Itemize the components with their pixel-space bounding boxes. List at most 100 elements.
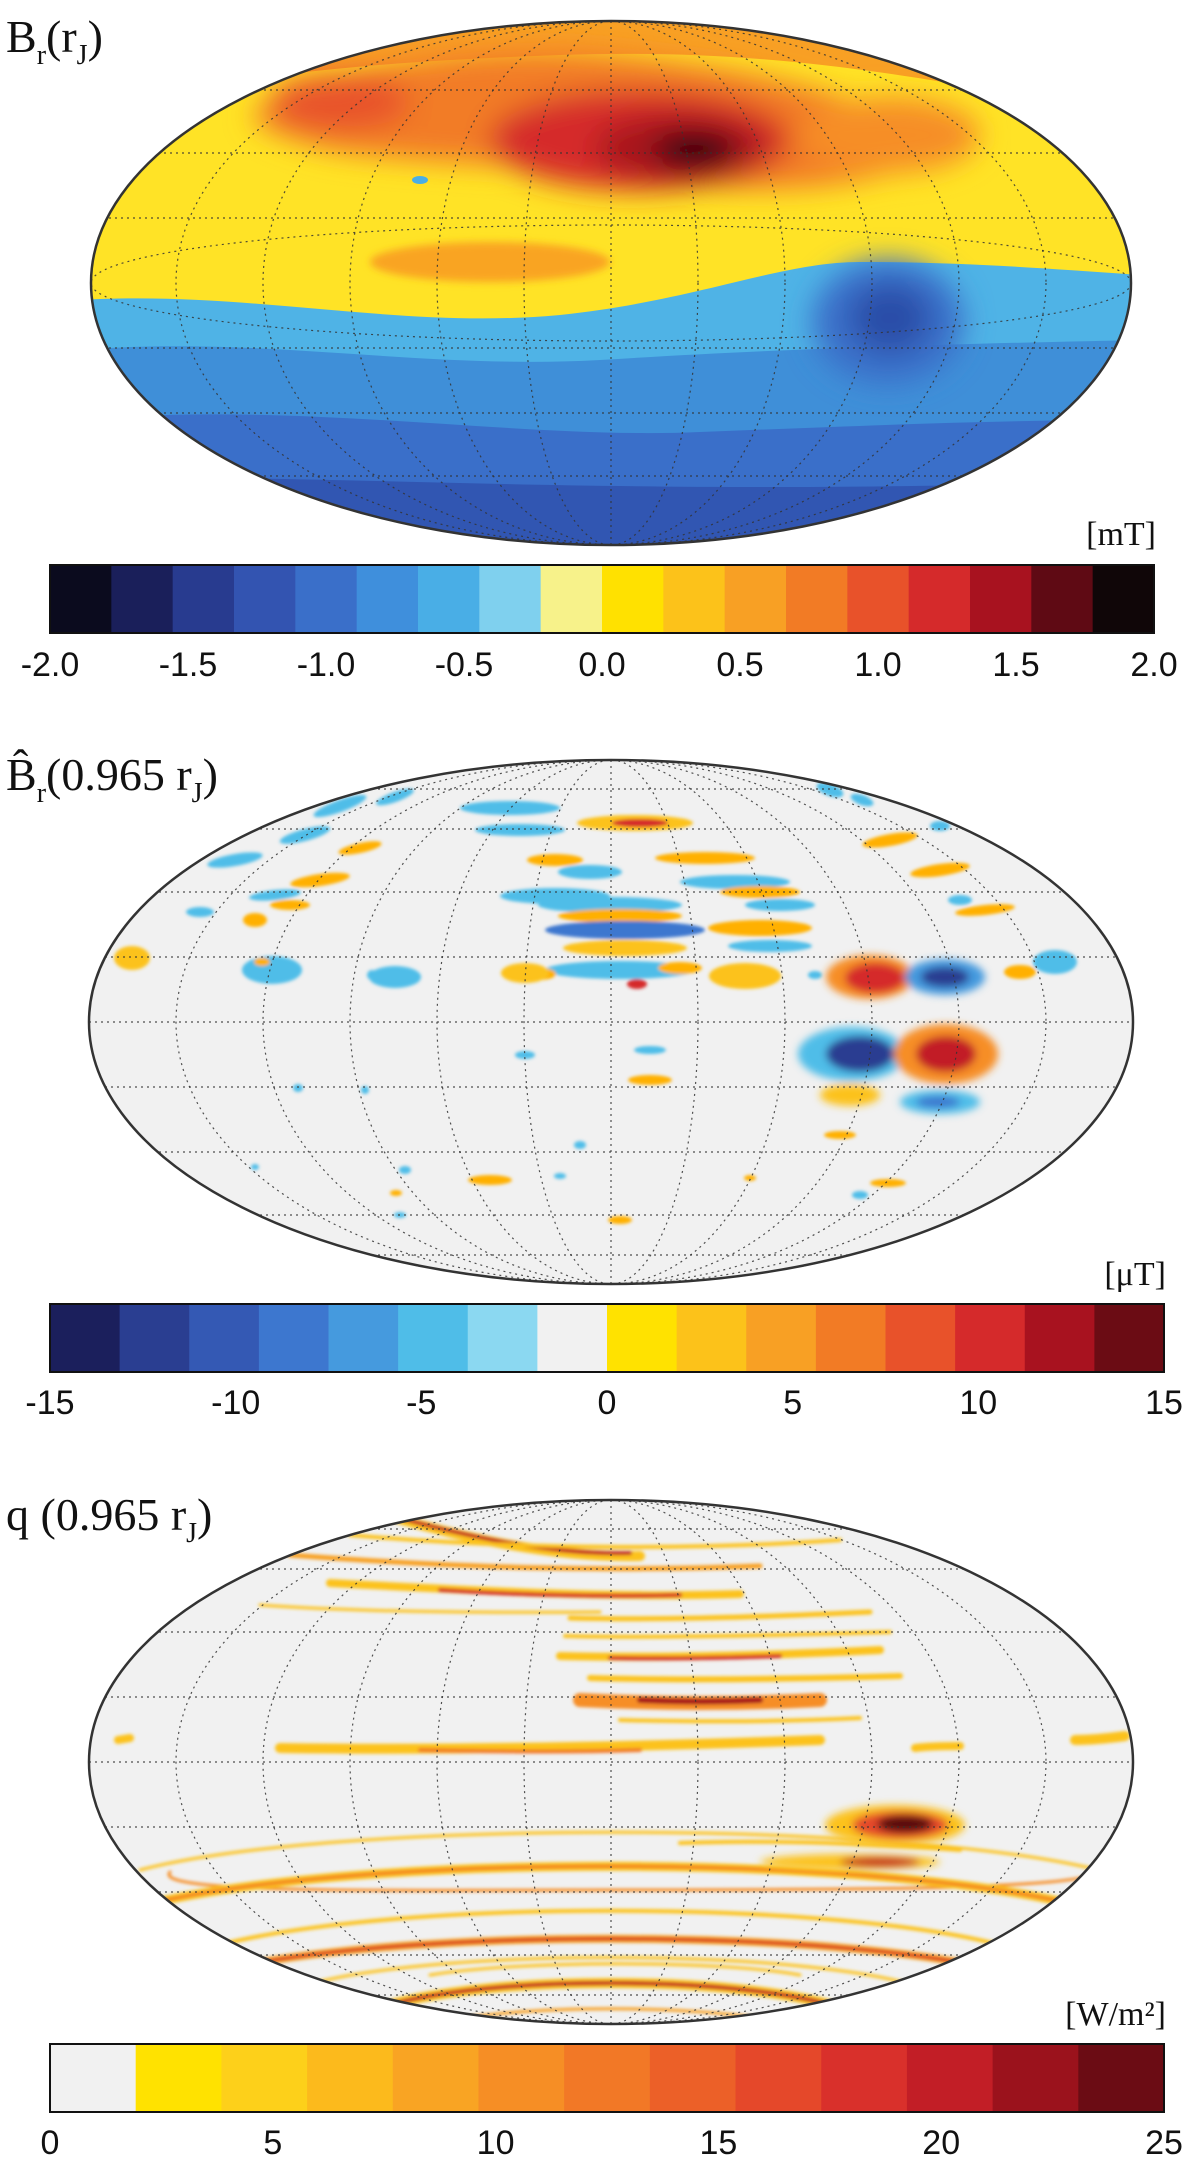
colorbar-swatch [955, 1304, 1026, 1372]
colorbar-swatch [906, 2044, 994, 2112]
colorbar-swatch [50, 1304, 121, 1372]
colorbar-swatch [786, 565, 848, 633]
spot-negative-b [826, 1036, 894, 1072]
colorbar-swatch [992, 2044, 1079, 2112]
colorbar-swatch [908, 565, 971, 633]
colorbar-tick-label: -1.0 [297, 646, 356, 684]
panel1-outline [89, 19, 1133, 547]
colorbar-swatch [602, 565, 664, 633]
colorbar-tick-label: 25 [1145, 2124, 1183, 2162]
colorbar-tick-label: 2.0 [1130, 646, 1177, 684]
panel1-unit: [mT] [1086, 516, 1156, 553]
panel3-unit: [W/m²] [1065, 1996, 1166, 2033]
colorbar-tick-label: -1.5 [159, 646, 218, 684]
colorbar-swatch [189, 1304, 260, 1372]
panel3-colorbar [50, 2044, 1165, 2112]
colorbar-swatch [467, 1304, 538, 1372]
colorbar-swatch [119, 1304, 190, 1372]
panel2-colorbar-frame [49, 1303, 1165, 1373]
colorbar-tick-label: 20 [922, 2124, 960, 2162]
colorbar-swatch [172, 565, 235, 633]
colorbar-swatch [885, 1304, 956, 1372]
colorbar-tick-label: -15 [25, 1384, 74, 1422]
colorbar-swatch [258, 1304, 330, 1372]
stripe-stack-center [612, 819, 668, 827]
colorbar-tick-label: 0 [598, 1384, 617, 1422]
colorbar-swatch [676, 1304, 747, 1372]
colorbar-tick-label: 15 [1145, 1384, 1183, 1422]
colorbar-tick-label: 10 [477, 2124, 515, 2162]
panel1-title: Br(rJ) [6, 11, 103, 71]
colorbar-tick-label: 5 [783, 1384, 802, 1422]
hot-spot-lower [840, 1857, 920, 1867]
panel1-colorbar-frame [49, 564, 1155, 634]
colorbar-swatch [564, 2044, 651, 2112]
panel-heat-flux: q (0.965 rJ) [6, 1489, 1183, 2162]
colorbar-swatch [815, 1304, 887, 1372]
colorbar-swatch [735, 2044, 822, 2112]
colorbar-swatch [540, 565, 603, 633]
panel2-colorbar-ticks: -15 -10 -5 0 5 10 15 [25, 1384, 1182, 1422]
colorbar-tick-label: 15 [699, 2124, 737, 2162]
colorbar-swatch [111, 565, 174, 633]
colorbar-tick-label: 0 [41, 2124, 60, 2162]
colorbar-swatch [234, 565, 296, 633]
panel3-graticule [89, 1500, 1133, 2024]
main-positive-patch [653, 132, 737, 168]
colorbar-swatch [398, 1304, 469, 1372]
colorbar-swatch [1092, 565, 1155, 633]
colorbar-swatch [135, 2044, 222, 2112]
spot-positive-c [820, 1084, 880, 1106]
colorbar-swatch [724, 565, 787, 633]
panel3-title: q (0.965 rJ) [6, 1489, 212, 1549]
panel1-colorbar [50, 565, 1155, 633]
spot-positive-b [916, 1036, 976, 1072]
panel3-map [89, 1500, 1133, 2024]
colorbar-tick-label: 0.0 [578, 646, 625, 684]
colorbar-swatch [607, 1304, 678, 1372]
panel2-title: B̂r(0.965 rJ) [6, 748, 218, 809]
great-blue-spot-west [270, 74, 410, 130]
colorbar-swatch [663, 565, 726, 633]
colorbar-swatch [392, 2044, 480, 2112]
colorbar-tick-label: 10 [959, 1384, 997, 1422]
colorbar-swatch [1031, 565, 1094, 633]
colorbar-swatch [307, 2044, 394, 2112]
colorbar-swatch [970, 565, 1032, 633]
panel2-unit: [μT] [1104, 1256, 1166, 1293]
panel3-colorbar-frame [49, 2043, 1165, 2113]
equatorial-streak [275, 1735, 825, 1754]
panel3-colorbar-ticks: 0 5 10 15 20 25 [41, 2124, 1183, 2162]
panel2-map [89, 760, 1133, 1284]
colorbar-swatch [356, 565, 419, 633]
colorbar-swatch [50, 2044, 137, 2112]
colorbar-tick-label: -10 [211, 1384, 260, 1422]
colorbar-tick-label: -0.5 [435, 646, 494, 684]
eastern-lobe [800, 97, 980, 173]
colorbar-tick-label: 1.0 [854, 646, 901, 684]
colorbar-tick-label: 1.5 [992, 646, 1039, 684]
panel1-colorbar-ticks: -2.0 -1.5 -1.0 -0.5 0.0 0.5 1.0 1.5 2.0 [21, 646, 1178, 684]
colorbar-swatch [649, 2044, 737, 2112]
colorbar-swatch [295, 565, 358, 633]
colorbar-swatch [478, 2044, 565, 2112]
colorbar-tick-label: 0.5 [716, 646, 763, 684]
hot-spot [877, 1815, 933, 1833]
colorbar-swatch [746, 1304, 817, 1372]
great-blue-spot [850, 284, 930, 352]
panel2-colorbar [50, 1304, 1165, 1372]
panel1-graticule [91, 21, 1131, 545]
equatorial-ridge [370, 242, 610, 282]
colorbar-swatch [1094, 1304, 1165, 1372]
colorbar-tick-label: -2.0 [21, 646, 80, 684]
colorbar-swatch [221, 2044, 308, 2112]
colorbar-swatch [479, 565, 542, 633]
colorbar-swatch [537, 1304, 608, 1372]
colorbar-swatch [418, 565, 480, 633]
colorbar-tick-label: -5 [406, 1384, 436, 1422]
panel-br-interior: B̂r(0.965 rJ) [6, 748, 1183, 1422]
colorbar-swatch [328, 1304, 399, 1372]
panel2-graticule [89, 760, 1133, 1284]
colorbar-swatch [50, 565, 112, 633]
